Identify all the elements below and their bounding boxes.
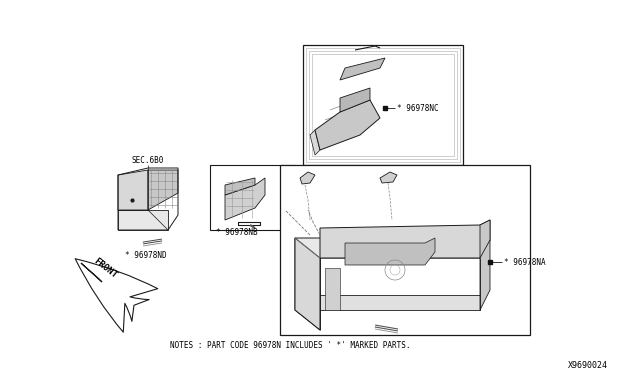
Polygon shape <box>310 130 320 155</box>
Text: * 96978NC: * 96978NC <box>397 104 438 113</box>
Polygon shape <box>118 210 168 230</box>
Polygon shape <box>295 295 480 310</box>
Polygon shape <box>345 238 435 265</box>
Polygon shape <box>340 88 370 112</box>
Text: NOTES : PART CODE 96978N INCLUDES ' *' MARKED PARTS.: NOTES : PART CODE 96978N INCLUDES ' *' M… <box>170 341 410 350</box>
Polygon shape <box>300 172 315 184</box>
Text: * 96978NA: * 96978NA <box>504 258 546 267</box>
Bar <box>280 165 530 335</box>
Bar <box>210 165 295 230</box>
Polygon shape <box>225 178 265 220</box>
Polygon shape <box>295 238 480 330</box>
Polygon shape <box>81 263 102 282</box>
Text: FRONT: FRONT <box>92 256 118 280</box>
Polygon shape <box>148 170 178 210</box>
Polygon shape <box>340 58 385 80</box>
Polygon shape <box>480 220 490 310</box>
Polygon shape <box>295 238 320 330</box>
Polygon shape <box>118 170 148 210</box>
Bar <box>303 45 463 165</box>
Text: * 96978NB: * 96978NB <box>216 228 258 237</box>
Polygon shape <box>325 268 340 310</box>
Polygon shape <box>315 100 380 150</box>
Text: SEC.6B0: SEC.6B0 <box>131 156 163 165</box>
Text: X9690024: X9690024 <box>568 361 608 370</box>
Polygon shape <box>320 220 490 258</box>
Text: * 96978ND: * 96978ND <box>125 251 166 260</box>
Polygon shape <box>380 172 397 183</box>
Polygon shape <box>225 178 255 195</box>
